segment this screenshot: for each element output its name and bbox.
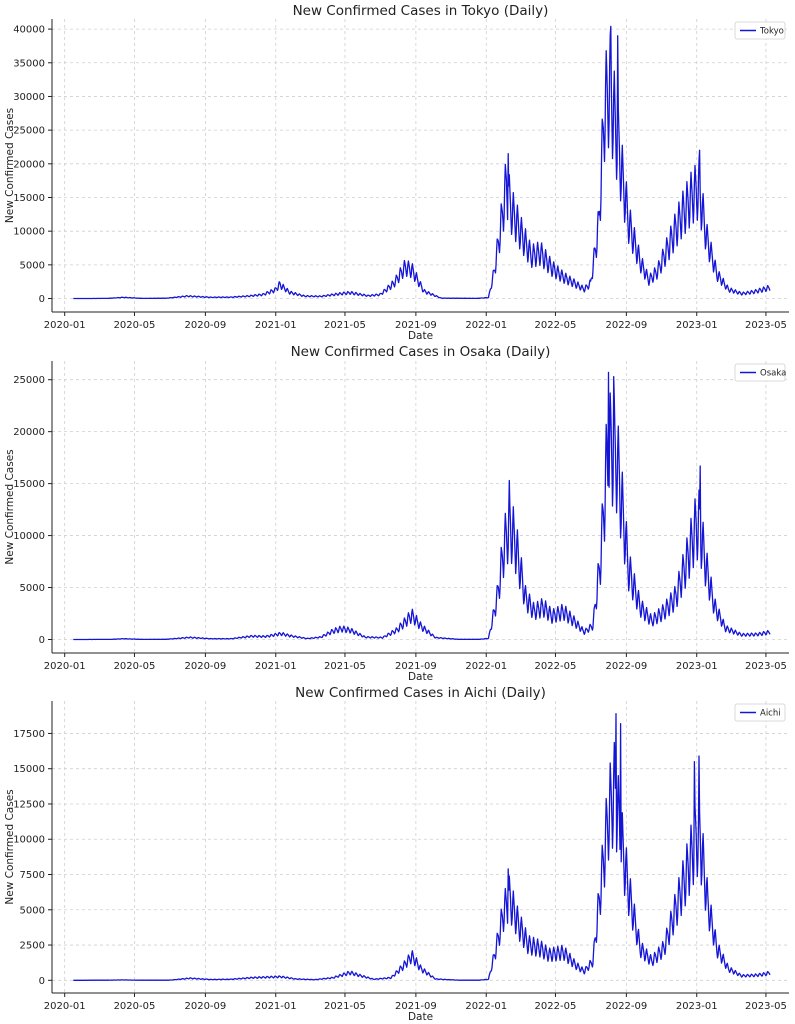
grid	[52, 19, 789, 312]
legend-label: Tokyo	[759, 27, 784, 37]
y-tick-label: 15000	[13, 193, 45, 204]
x-axis-label: Date	[408, 1011, 433, 1023]
y-tick-label: 30000	[13, 92, 45, 103]
x-tick-label: 2020-01	[44, 320, 86, 331]
y-tick-label: 7500	[20, 870, 45, 881]
y-tick-label: 20000	[13, 427, 45, 438]
y-tick-label: 15000	[13, 479, 45, 490]
legend-label: Osaka	[760, 369, 786, 379]
y-tick-label: 17500	[13, 729, 45, 740]
y-tick-label: 35000	[13, 58, 45, 69]
x-tick-label: 2020-09	[184, 320, 226, 331]
x-tick-label: 2021-09	[395, 661, 437, 672]
x-tick-label: 2020-01	[44, 1001, 86, 1012]
y-tick-label: 0	[39, 635, 45, 646]
y-tick-label: 10000	[13, 531, 45, 542]
legend: Aichi	[734, 703, 786, 722]
x-tick-label: 2020-09	[184, 1001, 226, 1012]
legend-label: Aichi	[760, 709, 781, 719]
y-axis-label: New Confirmed Cases	[4, 449, 16, 564]
x-tick-label: 2021-01	[255, 1001, 297, 1012]
x-tick-label: 2023-05	[745, 1001, 787, 1012]
x-tick-label: 2022-01	[465, 320, 507, 331]
y-tick-label: 0	[39, 976, 45, 987]
y-tick-label: 2500	[20, 941, 45, 952]
series-line-tokyo	[73, 25, 771, 300]
x-tick-label: 2021-09	[395, 1001, 437, 1012]
x-tick-label: 2022-09	[605, 1001, 647, 1012]
x-tick-label: 2022-01	[465, 1001, 507, 1012]
y-tick-label: 12500	[13, 799, 45, 810]
chart-title: New Confirmed Cases in Aichi (Daily)	[295, 685, 546, 701]
grid	[52, 361, 789, 653]
y-tick-label: 5000	[20, 260, 45, 271]
x-axis-label: Date	[408, 330, 433, 342]
y-tick-label: 10000	[13, 227, 45, 238]
x-tick-label: 2022-05	[535, 1001, 577, 1012]
chart-title: New Confirmed Cases in Tokyo (Daily)	[293, 3, 549, 19]
chart-panel-aichi: 2020-01 2020-05 2020-09 2021-01 2021-05 2021-…	[4, 685, 789, 1023]
x-tick-label: 2022-01	[465, 661, 507, 672]
x-tick-label: 2022-05	[535, 661, 577, 672]
x-tick-label: 2020-05	[114, 320, 156, 331]
series-line-osaka	[73, 371, 771, 641]
y-tick-label: 15000	[13, 764, 45, 775]
x-tick-label: 2021-05	[324, 1001, 366, 1012]
x-tick-label: 2021-01	[255, 320, 297, 331]
x-tick-label: 2020-01	[44, 661, 86, 672]
y-tick-label: 25000	[13, 126, 45, 137]
x-tick-label: 2022-09	[605, 320, 647, 331]
x-tick-label: 2023-05	[745, 320, 787, 331]
chart-panel-tokyo: 2020-01 2020-05 2020-09 2021-01 2021-05 2021-…	[4, 3, 789, 342]
x-tick-label: 2021-05	[324, 320, 366, 331]
x-tick-label: 2021-09	[395, 320, 437, 331]
legend-box	[734, 703, 786, 722]
series-line-aichi	[73, 713, 771, 981]
y-tick-label: 5000	[20, 583, 45, 594]
x-tick-label: 2023-05	[745, 661, 787, 672]
x-tick-label: 2023-01	[676, 1001, 718, 1012]
x-tick-label: 2020-05	[114, 1001, 156, 1012]
y-tick-label: 40000	[13, 25, 45, 36]
y-tick-label: 25000	[13, 375, 45, 386]
x-tick-label: 2021-05	[324, 661, 366, 672]
legend: Osaka	[734, 363, 786, 382]
x-tick-label: 2021-01	[255, 661, 297, 672]
y-axis-label: New Confirmed Cases	[4, 789, 16, 904]
legend-box	[734, 21, 786, 40]
x-tick-label: 2022-05	[535, 320, 577, 331]
y-tick-label: 0	[39, 294, 45, 305]
x-tick-label: 2020-09	[184, 661, 226, 672]
chart-title: New Confirmed Cases in Osaka (Daily)	[291, 344, 551, 360]
y-axis-label: New Confirmed Cases	[4, 108, 16, 223]
x-tick-label: 2023-01	[676, 661, 718, 672]
y-tick-label: 10000	[13, 835, 45, 846]
y-tick-label: 5000	[20, 905, 45, 916]
y-tick-label: 20000	[13, 159, 45, 170]
x-tick-label: 2023-01	[676, 320, 718, 331]
chart-panel-osaka: 2020-01 2020-05 2020-09 2021-01 2021-05 2021-…	[4, 344, 789, 683]
legend-box	[734, 363, 786, 382]
legend: Tokyo	[734, 21, 786, 40]
x-tick-label: 2022-09	[605, 661, 647, 672]
grid	[52, 701, 789, 993]
x-axis-label: Date	[408, 671, 433, 683]
x-tick-label: 2020-05	[114, 661, 156, 672]
